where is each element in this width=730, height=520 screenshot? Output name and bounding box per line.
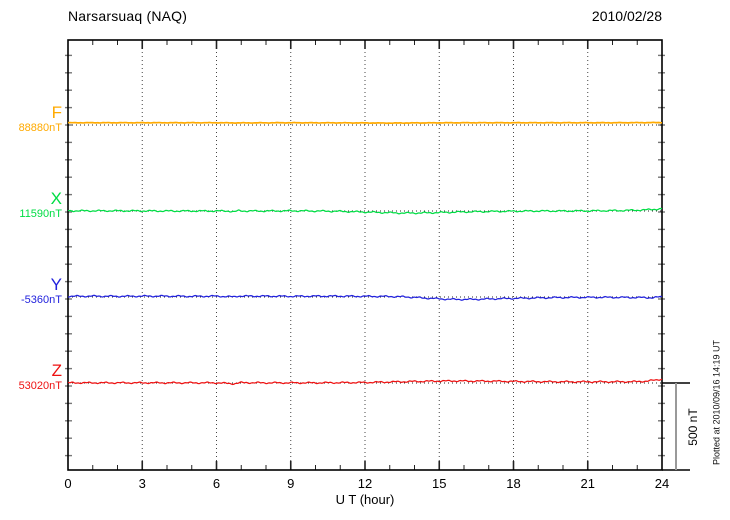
channel-label-x: X 11590nT bbox=[0, 190, 62, 221]
plotted-at-note: Plotted at 2010/09/16 14:19 UT bbox=[711, 339, 722, 466]
plot-frame bbox=[67, 39, 663, 471]
plot-date: 2010/02/28 bbox=[591, 8, 662, 24]
channel-letter-y: Y bbox=[50, 275, 62, 294]
channel-baseline-z: 53020nT bbox=[18, 380, 62, 392]
channel-label-y: Y -5360nT bbox=[0, 276, 62, 307]
x-axis-tick-label: 3 bbox=[138, 476, 146, 491]
channel-label-z: Z 53020nT bbox=[0, 362, 62, 393]
scale-bar-label: 500 nT bbox=[686, 408, 700, 446]
channel-label-f: F 88880nT bbox=[0, 104, 62, 135]
x-axis-tick-label: 0 bbox=[64, 476, 72, 491]
channel-baseline-y: -5360nT bbox=[21, 294, 62, 306]
trace-f bbox=[67, 121, 663, 125]
x-axis-title: U T (hour) bbox=[335, 492, 395, 507]
channel-baseline-x: 11590nT bbox=[19, 208, 62, 220]
x-axis-tick-label: 12 bbox=[357, 476, 373, 491]
trace-y bbox=[67, 294, 663, 301]
x-axis-tick-label: 24 bbox=[654, 476, 670, 491]
x-axis-tick-label: 15 bbox=[432, 476, 447, 491]
channel-letter-f: F bbox=[51, 103, 62, 122]
station-title: Narsarsuaq (NAQ) bbox=[68, 8, 188, 24]
channel-baseline-f: 88880nT bbox=[18, 122, 62, 134]
channel-letter-z: Z bbox=[51, 361, 62, 380]
x-axis-tick-label: 6 bbox=[212, 476, 221, 491]
x-axis-tick-label: 21 bbox=[580, 476, 595, 491]
trace-z bbox=[67, 378, 663, 386]
trace-x bbox=[67, 207, 663, 215]
channel-letter-x: X bbox=[50, 189, 62, 208]
x-axis-tick-label: 9 bbox=[287, 476, 295, 491]
x-axis-tick-label: 18 bbox=[506, 476, 521, 491]
